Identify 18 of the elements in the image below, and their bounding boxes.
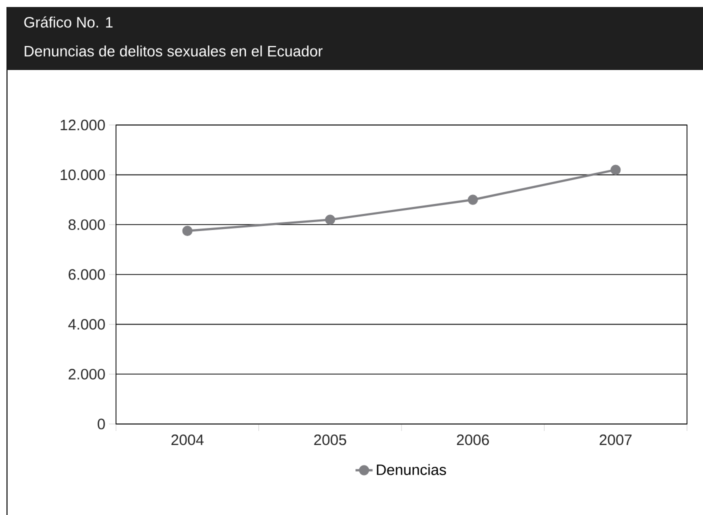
y-tick-label: 0: [98, 418, 105, 430]
x-tick-label: 2006: [456, 434, 489, 445]
chart-subtitle: Denuncias de delitos sexuales en el Ecuador: [24, 45, 323, 56]
x-tick-label: 2005: [314, 434, 346, 445]
y-tick-label: 12.000: [60, 119, 105, 130]
y-tick-label: 2.000: [68, 368, 105, 380]
y-tick-label: 8.000: [68, 219, 105, 230]
point: [325, 214, 336, 225]
y-tick-label: 6.000: [68, 268, 105, 280]
y-tick-label: 10.000: [60, 169, 105, 180]
point: [610, 164, 621, 175]
x-tick-label: 2004: [171, 434, 204, 445]
legend-label: Denuncias: [376, 464, 446, 475]
point: [468, 194, 478, 205]
point: [182, 226, 192, 236]
chart-title: Gráfico No. 1: [24, 16, 113, 28]
x-tick-label: 2007: [600, 434, 632, 445]
y-tick-label: 4.000: [68, 318, 105, 330]
